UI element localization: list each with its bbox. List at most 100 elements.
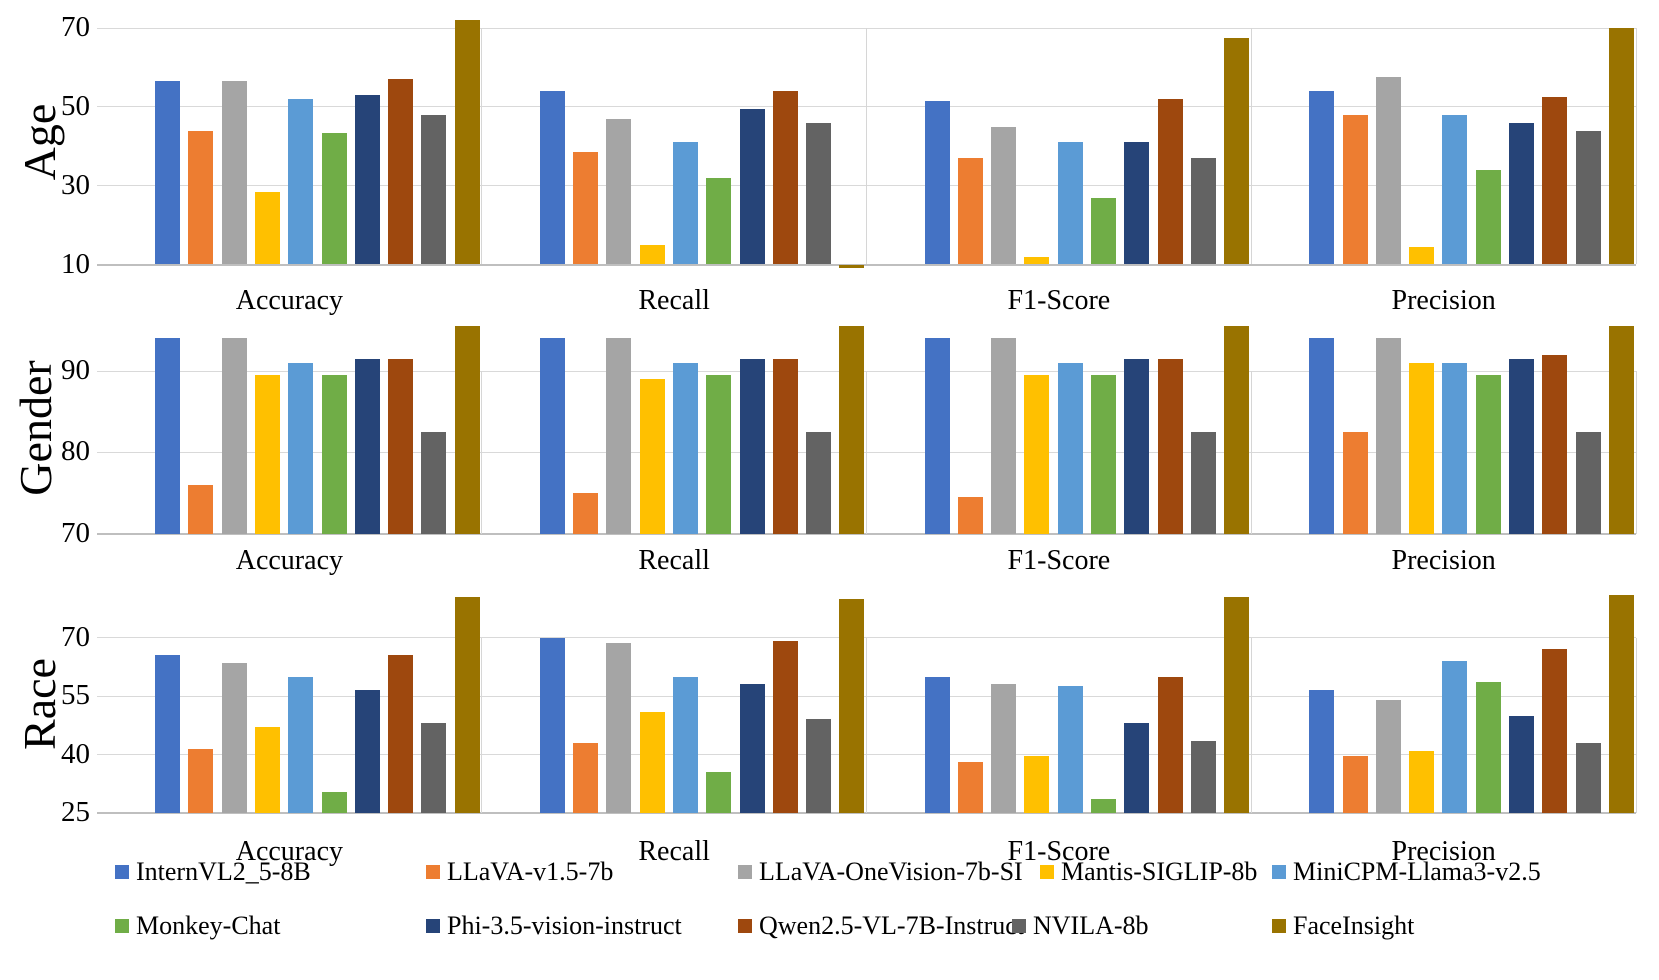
category-label-race-recall: Recall bbox=[638, 836, 710, 867]
bar-age-precision-InternVL2_5-8B bbox=[1309, 91, 1335, 265]
legend-label-LLaVA-v1.5-7b: LLaVA-v1.5-7b bbox=[447, 857, 614, 886]
legend-item-MiniCPM-Llama3-v2.5: MiniCPM-Llama3-v2.5 bbox=[1272, 858, 1541, 886]
category-label-age-recall: Recall bbox=[638, 285, 710, 316]
bar-race-f1-score-LLaVA-v1.5-7b bbox=[957, 762, 983, 813]
gridline-age-10 bbox=[97, 263, 1636, 266]
bar-race-f1-score-Monkey-Chat bbox=[1091, 799, 1116, 813]
bar-age-recall-Monkey-Chat bbox=[706, 177, 732, 265]
legend-label-FaceInsight: FaceInsight bbox=[1293, 911, 1415, 940]
y-axis-tick-gender-90: 90 bbox=[61, 354, 90, 386]
legend-item-InternVL2_5-8B: InternVL2_5-8B bbox=[115, 858, 311, 886]
row-label-race: Race bbox=[14, 658, 65, 750]
bar-race-precision-Phi-3.5-vision-instruct bbox=[1509, 715, 1535, 813]
bar-age-f1-score-Monkey-Chat bbox=[1091, 197, 1116, 265]
bar-gender-accuracy-MiniCPM-Llama3-v2.5 bbox=[288, 362, 314, 534]
bar-age-accuracy-LLaVA-OneVision-7b-SI bbox=[221, 81, 247, 265]
legend-label-Monkey-Chat: Monkey-Chat bbox=[136, 911, 281, 940]
bar-gender-f1-score-FaceInsight bbox=[1224, 326, 1250, 534]
bar-age-recall-Mantis-SIGLIP-8b bbox=[639, 244, 665, 265]
bar-age-accuracy-Phi-3.5-vision-instruct bbox=[354, 95, 380, 265]
row-label-gender: Gender bbox=[10, 360, 61, 496]
legend-swatch-LLaVA-v1.5-7b bbox=[426, 865, 440, 880]
bar-gender-precision-Qwen2.5-VL-7B-Instruct bbox=[1542, 354, 1568, 534]
category-label-gender-f1-score: F1-Score bbox=[1007, 545, 1111, 576]
bar-gender-recall-Mantis-SIGLIP-8b bbox=[639, 379, 665, 534]
category-label-age-f1-score: F1-Score bbox=[1007, 285, 1111, 316]
bar-age-f1-score-Phi-3.5-vision-instruct bbox=[1124, 142, 1150, 265]
bar-age-precision-FaceInsight bbox=[1608, 28, 1634, 265]
bar-race-precision-NVILA-8b bbox=[1575, 742, 1601, 813]
bar-age-recall-LLaVA-OneVision-7b-SI bbox=[606, 118, 632, 265]
legend-item-Qwen2.5-VL-7B-Instruct: Qwen2.5-VL-7B-Instruct bbox=[738, 912, 1024, 940]
bar-gender-recall-Phi-3.5-vision-instruct bbox=[739, 358, 765, 534]
y-axis-tick-age-70: 70 bbox=[61, 11, 90, 44]
category-separator-race-2 bbox=[866, 637, 867, 813]
bar-race-precision-Mantis-SIGLIP-8b bbox=[1409, 750, 1435, 813]
bar-race-f1-score-InternVL2_5-8B bbox=[924, 676, 950, 813]
bar-race-f1-score-MiniCPM-Llama3-v2.5 bbox=[1057, 686, 1083, 813]
bar-age-recall-NVILA-8b bbox=[806, 122, 832, 265]
y-axis-tick-age-50: 50 bbox=[61, 89, 90, 122]
y-axis-tick-race-70: 70 bbox=[61, 620, 90, 653]
gridline-race-25 bbox=[97, 812, 1636, 814]
bar-race-recall-FaceInsight bbox=[839, 598, 865, 813]
bar-age-accuracy-FaceInsight bbox=[454, 20, 480, 265]
legend-swatch-MiniCPM-Llama3-v2.5 bbox=[1272, 865, 1286, 880]
legend-swatch-Monkey-Chat bbox=[115, 919, 129, 934]
category-separator-age-3 bbox=[1250, 28, 1252, 265]
category-label-race-accuracy: Accuracy bbox=[235, 836, 343, 867]
bar-age-accuracy-MiniCPM-Llama3-v2.5 bbox=[288, 99, 314, 265]
bar-race-accuracy-InternVL2_5-8B bbox=[155, 655, 180, 813]
y-axis-tick-race-40: 40 bbox=[61, 737, 90, 770]
bar-age-accuracy-Mantis-SIGLIP-8b bbox=[254, 191, 280, 265]
bar-race-precision-Qwen2.5-VL-7B-Instruct bbox=[1542, 649, 1568, 813]
bar-race-recall-Monkey-Chat bbox=[706, 772, 732, 813]
bar-gender-recall-NVILA-8b bbox=[806, 431, 832, 534]
bar-age-accuracy-Qwen2.5-VL-7B-Instruct bbox=[388, 79, 414, 265]
bar-gender-f1-score-Qwen2.5-VL-7B-Instruct bbox=[1157, 358, 1183, 534]
bar-race-precision-LLaVA-OneVision-7b-SI bbox=[1375, 699, 1401, 813]
bar-gender-precision-Phi-3.5-vision-instruct bbox=[1509, 358, 1535, 534]
category-label-age-accuracy: Accuracy bbox=[235, 285, 343, 316]
bar-race-accuracy-Mantis-SIGLIP-8b bbox=[254, 727, 280, 813]
bar-age-f1-score-LLaVA-OneVision-7b-SI bbox=[991, 126, 1017, 265]
bar-gender-recall-InternVL2_5-8B bbox=[539, 338, 565, 534]
bar-gender-f1-score-LLaVA-v1.5-7b bbox=[957, 497, 983, 534]
bar-age-recall-Phi-3.5-vision-instruct bbox=[739, 108, 765, 265]
category-separator-gender-1 bbox=[481, 371, 483, 534]
bar-race-accuracy-Qwen2.5-VL-7B-Instruct bbox=[388, 655, 414, 813]
bar-race-accuracy-FaceInsight bbox=[454, 596, 480, 813]
bar-gender-f1-score-Mantis-SIGLIP-8b bbox=[1024, 375, 1050, 534]
y-axis-tick-gender-70: 70 bbox=[61, 516, 90, 549]
category-separator-gender-2 bbox=[866, 371, 867, 534]
bar-age-precision-NVILA-8b bbox=[1575, 130, 1601, 265]
bar-age-f1-score-InternVL2_5-8B bbox=[924, 100, 950, 265]
bar-age-recall-InternVL2_5-8B bbox=[539, 91, 565, 265]
bar-age-f1-score-Qwen2.5-VL-7B-Instruct bbox=[1157, 99, 1183, 265]
bar-race-precision-InternVL2_5-8B bbox=[1309, 690, 1335, 813]
bar-race-recall-MiniCPM-Llama3-v2.5 bbox=[672, 676, 698, 813]
bar-gender-precision-MiniCPM-Llama3-v2.5 bbox=[1442, 362, 1468, 534]
category-label-age-precision: Precision bbox=[1391, 285, 1496, 316]
bar-age-recall-LLaVA-v1.5-7b bbox=[573, 152, 599, 265]
bar-race-f1-score-Qwen2.5-VL-7B-Instruct bbox=[1157, 676, 1183, 813]
bar-race-recall-Qwen2.5-VL-7B-Instruct bbox=[772, 641, 798, 813]
bar-gender-f1-score-Monkey-Chat bbox=[1091, 375, 1116, 534]
bar-race-recall-InternVL2_5-8B bbox=[539, 637, 565, 813]
bar-gender-accuracy-Monkey-Chat bbox=[321, 375, 347, 534]
bar-race-accuracy-Monkey-Chat bbox=[321, 791, 347, 813]
legend-swatch-NVILA-8b bbox=[1012, 919, 1026, 934]
legend-swatch-FaceInsight bbox=[1272, 919, 1286, 934]
bar-race-f1-score-NVILA-8b bbox=[1190, 740, 1216, 813]
bar-age-accuracy-LLaVA-v1.5-7b bbox=[188, 130, 214, 265]
y-axis-tick-race-25: 25 bbox=[61, 796, 90, 828]
legend-label-MiniCPM-Llama3-v2.5: MiniCPM-Llama3-v2.5 bbox=[1293, 857, 1541, 886]
legend-label-Qwen2.5-VL-7B-Instruct: Qwen2.5-VL-7B-Instruct bbox=[759, 911, 1024, 940]
bar-gender-precision-FaceInsight bbox=[1608, 326, 1634, 534]
bar-gender-precision-NVILA-8b bbox=[1575, 431, 1601, 534]
bar-race-precision-Monkey-Chat bbox=[1475, 682, 1501, 813]
bar-gender-precision-InternVL2_5-8B bbox=[1309, 338, 1335, 534]
bar-gender-recall-MiniCPM-Llama3-v2.5 bbox=[672, 362, 698, 534]
legend-label-Mantis-SIGLIP-8b: Mantis-SIGLIP-8b bbox=[1061, 857, 1258, 886]
bar-gender-accuracy-InternVL2_5-8B bbox=[155, 338, 180, 534]
